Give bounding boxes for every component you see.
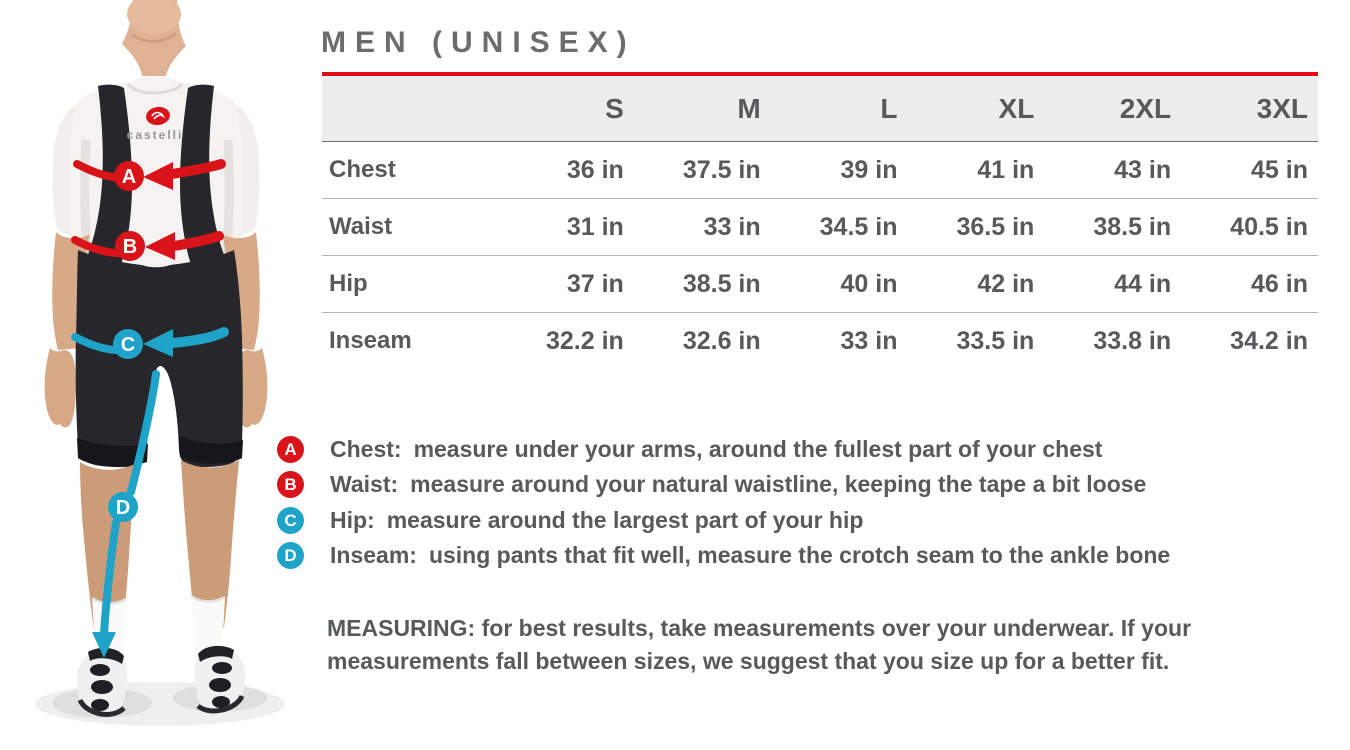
table-row-hip: Hip 37 in 38.5 in 40 in 42 in 44 in 46 i… bbox=[322, 255, 1318, 313]
cell-value: 39 in bbox=[770, 141, 908, 199]
legend-row-hip: C Hip: measure around the largest part of… bbox=[277, 506, 1170, 534]
table-row-waist: Waist 31 in 33 in 34.5 in 36.5 in 38.5 i… bbox=[322, 198, 1318, 256]
legend-c-desc: measure around the largest part of your … bbox=[386, 506, 864, 533]
column-header-3xl: 3XL bbox=[1181, 77, 1318, 142]
cell-value: 34.5 in bbox=[770, 198, 908, 256]
cell-value: 45 in bbox=[1181, 141, 1318, 199]
legend-b-term: Waist: bbox=[330, 471, 399, 498]
legend-row-chest: A Chest: measure under your arms, around … bbox=[277, 436, 1170, 463]
legend-d-badge: D bbox=[277, 542, 304, 570]
section-title: MEN (UNISEX) bbox=[321, 26, 636, 59]
cell-value: 46 in bbox=[1181, 255, 1318, 313]
cell-value: 33 in bbox=[770, 312, 908, 369]
row-label: Chest bbox=[322, 141, 497, 199]
marker-b-letter: B bbox=[123, 236, 137, 258]
column-header-2xl: 2XL bbox=[1044, 77, 1182, 142]
legend-a-term: Chest: bbox=[330, 436, 402, 462]
marker-a-letter: A bbox=[122, 166, 136, 188]
cell-value: 40.5 in bbox=[1181, 198, 1318, 256]
column-header-s: S bbox=[497, 77, 634, 142]
cell-value: 33.5 in bbox=[907, 312, 1045, 369]
waist-marker-b: B bbox=[71, 231, 224, 261]
table-row-inseam: Inseam 32.2 in 32.6 in 33 in 33.5 in 33.… bbox=[322, 312, 1318, 369]
legend-row-inseam: D Inseam: using pants that fit well, meas… bbox=[277, 542, 1170, 570]
legend-d-text: Inseam: using pants that fit well, measur… bbox=[330, 542, 1170, 569]
cell-value: 32.6 in bbox=[633, 312, 771, 369]
cell-value: 33.8 in bbox=[1044, 312, 1182, 369]
cell-value: 38.5 in bbox=[1044, 198, 1182, 256]
measuring-note: MEASURING: for best results, take measur… bbox=[327, 615, 1192, 674]
cell-value: 42 in bbox=[907, 255, 1045, 313]
hip-marker-c: C bbox=[71, 327, 229, 359]
cell-value: 41 in bbox=[907, 141, 1045, 199]
table-row-chest: Chest 36 in 37.5 in 39 in 41 in 43 in 45… bbox=[322, 141, 1318, 199]
cell-value: 36 in bbox=[497, 141, 634, 199]
legend-d-desc: using pants that fit well, measure the c… bbox=[428, 542, 1171, 569]
brand-logo: castelli bbox=[127, 106, 184, 142]
fit-model-figure: castelli A B C bbox=[35, 0, 285, 726]
row-label: Inseam bbox=[322, 312, 497, 369]
legend-d-term: Inseam: bbox=[330, 542, 417, 569]
size-table-header-row: S M L XL 2XL 3XL bbox=[322, 77, 1318, 142]
legend-c-term: Hip: bbox=[330, 506, 375, 533]
floor-shadow bbox=[35, 682, 285, 726]
title-underline bbox=[322, 72, 1318, 76]
cell-value: 34.2 in bbox=[1181, 312, 1318, 369]
column-header-m: M bbox=[633, 77, 771, 142]
legend-a-desc: measure under your arms, around the full… bbox=[413, 436, 1103, 462]
arrow-left-icon bbox=[145, 232, 175, 260]
legend-c-badge: C bbox=[277, 506, 304, 534]
arrow-left-icon bbox=[143, 162, 173, 190]
cell-value: 44 in bbox=[1044, 255, 1182, 313]
cell-value: 37.5 in bbox=[633, 141, 771, 199]
cell-value: 40 in bbox=[770, 255, 908, 313]
brand-wordmark: castelli bbox=[127, 128, 184, 142]
chest-marker-a: A bbox=[73, 159, 226, 191]
cycling-shoes bbox=[76, 645, 246, 717]
cell-value: 31 in bbox=[497, 198, 634, 256]
measurement-legend: A Chest: measure under your arms, around … bbox=[277, 436, 1170, 570]
bib-shorts bbox=[75, 250, 243, 468]
row-label: Hip bbox=[322, 255, 497, 313]
legend-row-waist: B Waist: measure around your natural wais… bbox=[277, 471, 1170, 499]
legend-b-desc: measure around your natural waistline, k… bbox=[410, 471, 1147, 498]
legend-b-text: Waist: measure around your natural waistl… bbox=[330, 471, 1146, 498]
cell-value: 43 in bbox=[1044, 141, 1182, 199]
cell-value: 32.2 in bbox=[497, 312, 634, 369]
inseam-marker-d: D bbox=[92, 370, 160, 658]
size-table: S M L XL 2XL 3XL Chest 36 in 37.5 in 39 … bbox=[322, 77, 1318, 369]
legend-c-text: Hip: measure around the largest part of y… bbox=[330, 507, 863, 534]
arrow-left-icon bbox=[143, 329, 173, 357]
cell-value: 37 in bbox=[497, 255, 634, 313]
cell-value: 36.5 in bbox=[907, 198, 1045, 256]
corner-cell bbox=[322, 77, 497, 142]
cell-value: 33 in bbox=[633, 198, 771, 256]
column-header-xl: XL bbox=[907, 77, 1045, 142]
column-header-l: L bbox=[770, 77, 908, 142]
row-label: Waist bbox=[322, 198, 497, 256]
legend-b-badge: B bbox=[277, 471, 304, 499]
arrow-down-icon bbox=[92, 632, 116, 658]
marker-c-letter: C bbox=[121, 334, 135, 356]
marker-d-letter: D bbox=[116, 497, 130, 519]
legend-a-badge: A bbox=[277, 436, 304, 463]
legend-a-text: Chest: measure under your arms, around th… bbox=[330, 436, 1102, 463]
model-head-neck bbox=[122, 0, 186, 76]
cell-value: 38.5 in bbox=[633, 255, 771, 313]
